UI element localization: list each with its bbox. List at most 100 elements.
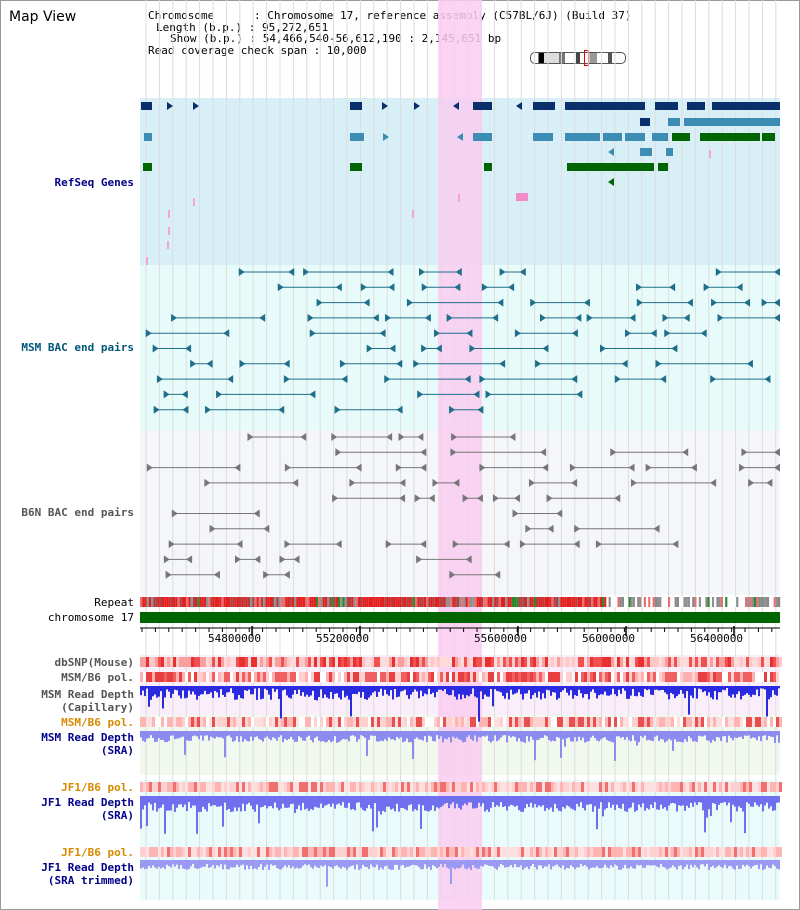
repeat-block <box>522 597 525 607</box>
depth-bar <box>624 860 626 865</box>
depth-bar <box>172 796 174 805</box>
heat-cell <box>509 847 512 857</box>
heat-cell <box>686 717 689 727</box>
heat-cell <box>542 847 545 857</box>
heat-cell <box>611 672 614 682</box>
depth-bar <box>262 686 264 699</box>
repeat-track[interactable] <box>140 597 781 607</box>
depth-bar <box>286 796 288 808</box>
msm-bac-label[interactable]: MSM BAC end pairs <box>21 341 134 354</box>
jf1-read-depth-label[interactable]: JF1 Read Depth <box>41 796 134 809</box>
jf1-b6-pol-label-2[interactable]: JF1/B6 pol. <box>61 846 134 859</box>
msm-bac-pairs-track[interactable] <box>145 268 780 414</box>
repeat-block <box>448 597 451 607</box>
depth-bar <box>702 796 704 811</box>
heat-cell <box>506 657 509 667</box>
depth-bar <box>200 686 202 695</box>
msm-pair-end <box>746 359 753 368</box>
depth-bar <box>220 731 222 738</box>
depth-bar <box>230 686 232 689</box>
heat-cell <box>284 657 287 667</box>
depth-bar <box>552 860 554 867</box>
jf1-b6-pol-label[interactable]: JF1/B6 pol. <box>61 781 134 794</box>
jf1-read-depth-trimmed-label[interactable]: JF1 Read Depth <box>41 861 134 874</box>
gene-arrow <box>453 102 459 110</box>
depth-bar <box>224 796 226 803</box>
depth-bar <box>752 796 754 807</box>
refseq-genes-track[interactable] <box>141 102 780 265</box>
depth-bar <box>738 796 740 807</box>
heat-cell <box>518 717 521 727</box>
depth-bar <box>352 796 354 810</box>
depth-bar <box>542 860 544 869</box>
depth-bar <box>484 686 486 695</box>
highlight-region[interactable] <box>438 0 482 910</box>
heat-cell <box>248 717 251 727</box>
heat-cell <box>182 717 185 727</box>
depth-bar <box>242 796 244 804</box>
heat-cell <box>263 782 266 792</box>
heat-cell <box>395 672 398 682</box>
depth-bar <box>340 860 342 869</box>
heat-cell <box>404 672 407 682</box>
repeat-block <box>632 597 635 607</box>
depth-bar <box>380 686 382 689</box>
depth-bar <box>228 860 230 870</box>
msm-b6-pol-label-2[interactable]: MSM/B6 pol. <box>61 716 134 729</box>
heat-cell <box>293 717 296 727</box>
msm-read-depth-capillary-label[interactable]: MSM Read Depth <box>41 688 134 701</box>
repeat-block <box>762 597 765 607</box>
repeat-block <box>333 597 336 607</box>
msm-pair-end <box>303 268 310 276</box>
depth-bar <box>744 796 746 834</box>
msm-pair-end <box>530 298 537 307</box>
repeat-block <box>760 597 763 607</box>
depth-bar <box>676 860 678 870</box>
msm-b6-pol-label[interactable]: MSM/B6 pol. <box>61 671 134 684</box>
heat-cell <box>641 672 644 682</box>
depth-bar <box>654 686 656 690</box>
heat-cell <box>614 782 617 792</box>
heat-cell <box>188 717 191 727</box>
repeat-block <box>443 597 446 607</box>
depth-bar <box>624 796 626 812</box>
b6n-bac-label[interactable]: B6N BAC end pairs <box>21 506 134 519</box>
depth-bar <box>586 796 588 805</box>
depth-bar <box>766 686 768 717</box>
depth-bar <box>292 731 294 740</box>
heat-cell <box>257 847 260 857</box>
depth-bar <box>384 860 386 867</box>
msm-read-depth-sra-label[interactable]: MSM Read Depth <box>41 731 134 744</box>
read-depth-plots[interactable] <box>140 686 780 887</box>
heat-cell <box>302 672 305 682</box>
heat-cell <box>179 717 182 727</box>
depth-bar <box>376 796 378 828</box>
heat-cell <box>215 847 218 857</box>
heat-cell <box>539 672 542 682</box>
depth-bar <box>632 731 634 736</box>
heat-cell <box>149 657 152 667</box>
dbsnp-label[interactable]: dbSNP(Mouse) <box>54 656 134 669</box>
depth-bar <box>278 796 280 811</box>
heat-cell <box>686 782 689 792</box>
heat-cell <box>707 717 710 727</box>
repeat-block <box>599 597 602 607</box>
depth-bar <box>362 686 364 692</box>
repeat-block <box>280 597 283 607</box>
repeat-block <box>287 597 290 607</box>
depth-bar <box>312 796 314 810</box>
depth-bar <box>154 731 156 743</box>
depth-bar <box>436 796 438 808</box>
refseq-genes-label[interactable]: RefSeq Genes <box>54 176 134 189</box>
polymorphism-heatmaps[interactable] <box>140 657 782 857</box>
b6n-pair-end <box>385 540 392 549</box>
heat-cell <box>581 672 584 682</box>
heat-cell <box>764 782 767 792</box>
heat-cell <box>506 847 509 857</box>
heat-cell <box>470 672 473 682</box>
repeat-block <box>663 597 666 607</box>
chromosome-bar[interactable] <box>140 612 780 623</box>
depth-bar <box>484 796 486 812</box>
b6n-bac-pairs-track[interactable] <box>146 433 780 579</box>
